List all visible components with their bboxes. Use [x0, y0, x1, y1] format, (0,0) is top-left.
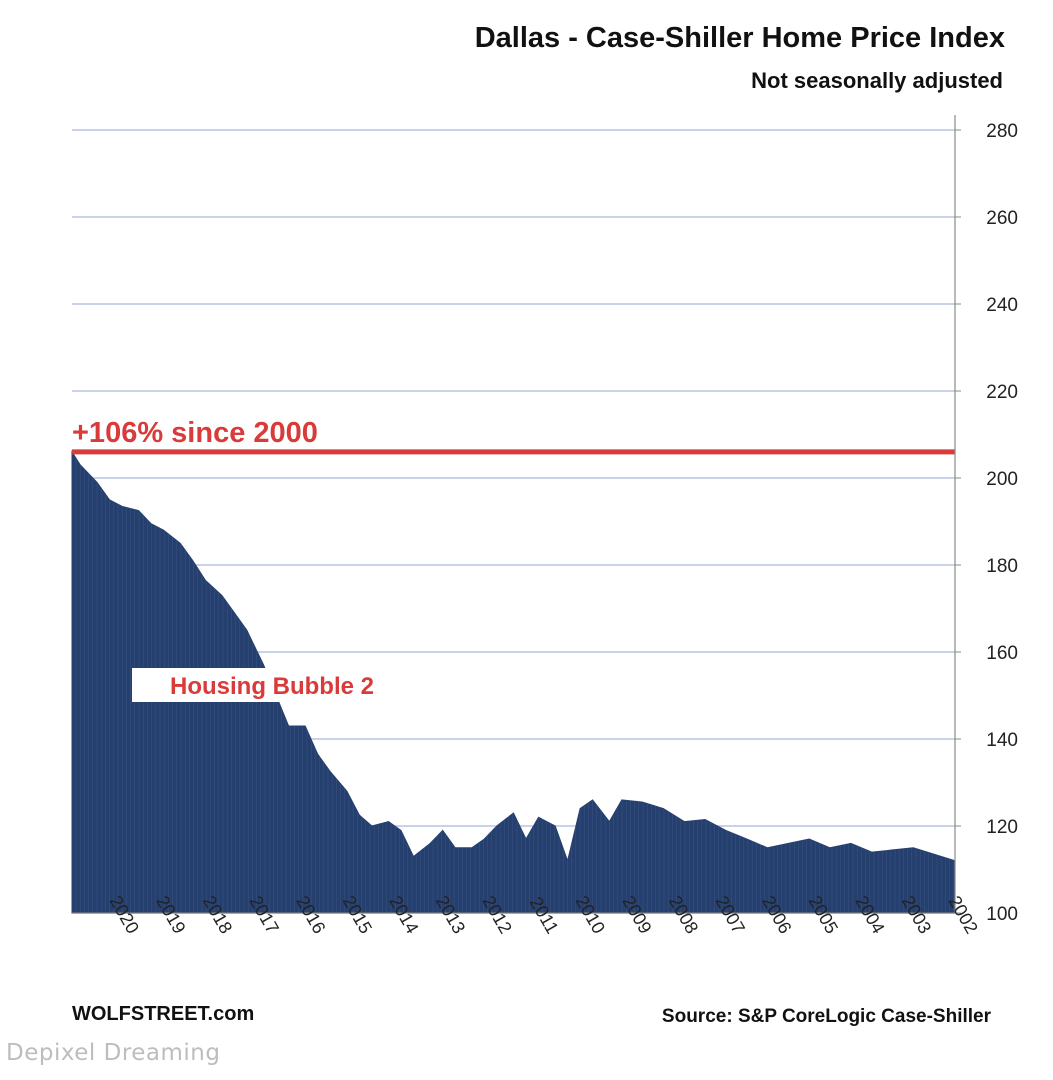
annotation-box: [132, 668, 382, 702]
x-tick-label: 2002: [945, 892, 982, 937]
y-tick-label: 280: [986, 121, 1018, 142]
chart-title: Dallas - Case-Shiller Home Price Index: [474, 22, 1005, 54]
y-tick-label: 120: [986, 817, 1018, 838]
y-tick-label: 180: [986, 556, 1018, 577]
y-tick-label: 220: [986, 382, 1018, 403]
chart-subtitle: Not seasonally adjusted: [751, 68, 1003, 93]
y-tick-label: 200: [986, 469, 1018, 490]
series-area: [71, 450, 956, 914]
watermark: Depixel Dreaming: [6, 1040, 221, 1066]
y-tick-label: 100: [986, 904, 1018, 925]
y-tick-label: 140: [986, 730, 1018, 751]
site-credit: WOLFSTREET.com: [72, 1003, 255, 1025]
annotation-text: Housing Bubble 2: [170, 673, 374, 700]
y-tick-label: 160: [986, 643, 1018, 664]
y-tick-label: 240: [986, 295, 1018, 316]
source-note: Source: S&P CoreLogic Case-Shiller: [661, 1006, 991, 1027]
reference-line-label: +106% since 2000: [72, 417, 318, 449]
y-tick-label: 260: [986, 208, 1018, 229]
